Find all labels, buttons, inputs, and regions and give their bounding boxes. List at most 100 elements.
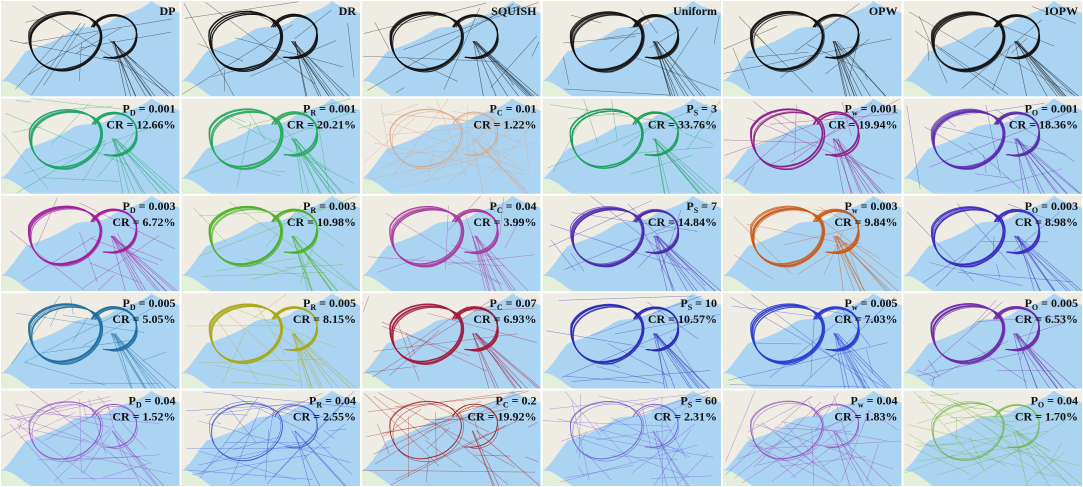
parameter-subscript: S <box>694 206 699 215</box>
compression-ratio: CR = 10.57% <box>648 312 717 326</box>
panel: PO= 0.005CR = 6.53% <box>904 293 1083 388</box>
parameter-symbol: P <box>845 199 852 213</box>
parameter: PD= 0.04 <box>129 394 176 410</box>
compression-ratio: CR = 1.70% <box>1015 410 1078 424</box>
compression-ratio: CR = 7.03% <box>834 312 897 326</box>
figure: DPPD= 0.001CR = 12.66%PD= 0.003CR = 6.72… <box>0 0 1083 487</box>
parameter-symbol: P <box>1025 199 1032 213</box>
parameter-value: = 0.2 <box>512 394 537 408</box>
parameter-symbol: P <box>129 394 136 408</box>
parameter-value: = 0.005 <box>861 296 898 310</box>
parameter-subscript: D <box>136 401 142 410</box>
parameter-symbol: P <box>496 394 503 408</box>
map-panel <box>1 1 180 96</box>
parameter-symbol: P <box>845 296 852 310</box>
parameter-value: = 0.001 <box>861 101 898 115</box>
parameter-subscript: R <box>310 206 316 215</box>
panel: Pw= 0.003CR = 9.84% <box>723 196 902 291</box>
panel: PO= 0.003CR = 8.98% <box>904 196 1083 291</box>
compression-ratio: CR = 14.84% <box>648 215 717 229</box>
parameter-subscript: C <box>497 303 503 312</box>
parameter-value: = 7 <box>701 199 717 213</box>
panel: IOPW <box>904 1 1083 96</box>
compression-ratio: CR = 2.55% <box>293 410 356 424</box>
parameter: PC= 0.01 <box>490 101 537 117</box>
parameter-value: = 0.04 <box>325 394 356 408</box>
compression-ratio: CR = 1.22% <box>473 117 536 131</box>
compression-ratio: CR = 6.72% <box>112 215 175 229</box>
parameter-symbol: P <box>303 199 310 213</box>
parameter-value: = 0.005 <box>319 296 356 310</box>
parameter-symbol: P <box>1025 296 1032 310</box>
panel: Pw= 0.04CR = 1.83% <box>723 391 902 486</box>
parameter-subscript: S <box>688 401 693 410</box>
parameter-symbol: P <box>303 296 310 310</box>
parameter: PC= 0.07 <box>490 296 537 312</box>
parameter-value: = 0.07 <box>506 296 537 310</box>
parameter-value: = 60 <box>695 394 717 408</box>
compression-ratio: CR = 18.36% <box>1009 117 1078 131</box>
panel: PS= 3CR = 33.76% <box>543 98 722 193</box>
parameter-symbol: P <box>490 199 497 213</box>
parameter-symbol: P <box>490 101 497 115</box>
parameter-value: = 0.04 <box>1047 394 1078 408</box>
panel: PR= 0.003 CR = 10.98% <box>182 196 361 291</box>
panel: PS= 60CR = 2.31% <box>543 391 722 486</box>
parameter: PC= 0.2 <box>496 394 537 410</box>
parameter-subscript: D <box>130 108 136 117</box>
parameter-value: = 0.001 <box>139 101 176 115</box>
parameter-symbol: P <box>686 199 693 213</box>
parameter-value: = 0.005 <box>139 296 176 310</box>
column-title: SQUISH <box>491 4 537 18</box>
parameter-subscript: C <box>503 401 509 410</box>
parameter: PR= 0.04 <box>309 394 356 410</box>
parameter-subscript: R <box>310 108 316 117</box>
panel: PS= 7CR = 14.84% <box>543 196 722 291</box>
panel: DP <box>1 1 180 96</box>
parameter-subscript: R <box>316 401 322 410</box>
compression-ratio: CR = 5.05% <box>112 312 175 326</box>
compression-ratio: CR = 10.98% <box>287 215 356 229</box>
parameter-symbol: P <box>123 296 130 310</box>
compression-ratio: CR = 8.15% <box>293 312 356 326</box>
compression-ratio: CR = 6.53% <box>1015 312 1078 326</box>
compression-ratio: CR = 6.93% <box>473 312 536 326</box>
compression-ratio: CR = 3.99% <box>473 215 536 229</box>
panel: PD= 0.003CR = 6.72% <box>1 196 180 291</box>
parameter-symbol: P <box>845 101 852 115</box>
parameter-value: = 0.003 <box>861 199 898 213</box>
parameter-subscript: S <box>694 108 699 117</box>
parameter-symbol: P <box>123 101 130 115</box>
parameter-value: = 0.003 <box>1041 199 1078 213</box>
parameter-symbol: P <box>309 394 316 408</box>
panel: PD= 0.001CR = 12.66% <box>1 98 180 193</box>
parameter-subscript: w <box>852 108 858 117</box>
panel: PD= 0.005CR = 5.05% <box>1 293 180 388</box>
parameter-symbol: P <box>680 394 687 408</box>
parameter: PS= 3 <box>686 101 717 117</box>
compression-ratio: CR = 1.52% <box>112 410 175 424</box>
panel: Pw= 0.001CR = 19.94% <box>723 98 902 193</box>
parameter-value: = 0.003 <box>319 199 356 213</box>
panel: PD= 0.04CR = 1.52% <box>1 391 180 486</box>
parameter-subscript: D <box>130 206 136 215</box>
parameter-symbol: P <box>1031 394 1038 408</box>
parameter: Pw= 0.04 <box>851 394 898 410</box>
panel: PC= 0.07CR = 6.93% <box>362 293 541 388</box>
parameter-symbol: P <box>123 199 130 213</box>
parameter-subscript: O <box>1038 401 1044 410</box>
parameter: PO= 0.04 <box>1031 394 1078 410</box>
parameter-subscript: w <box>858 401 864 410</box>
parameter-subscript: S <box>688 303 693 312</box>
parameter-value: = 0.04 <box>145 394 176 408</box>
parameter-subscript: O <box>1032 303 1038 312</box>
compression-ratio: CR = 9.84% <box>834 215 897 229</box>
panel: PS= 10CR = 10.57% <box>543 293 722 388</box>
panel: PC= 0.01CR = 1.22% <box>362 98 541 193</box>
panel: Uniform <box>543 1 722 96</box>
panel: OPW <box>723 1 902 96</box>
parameter: PS= 7 <box>686 199 717 215</box>
compression-ratio: CR = 20.21% <box>287 117 356 131</box>
parameter-value: = 0.04 <box>867 394 898 408</box>
